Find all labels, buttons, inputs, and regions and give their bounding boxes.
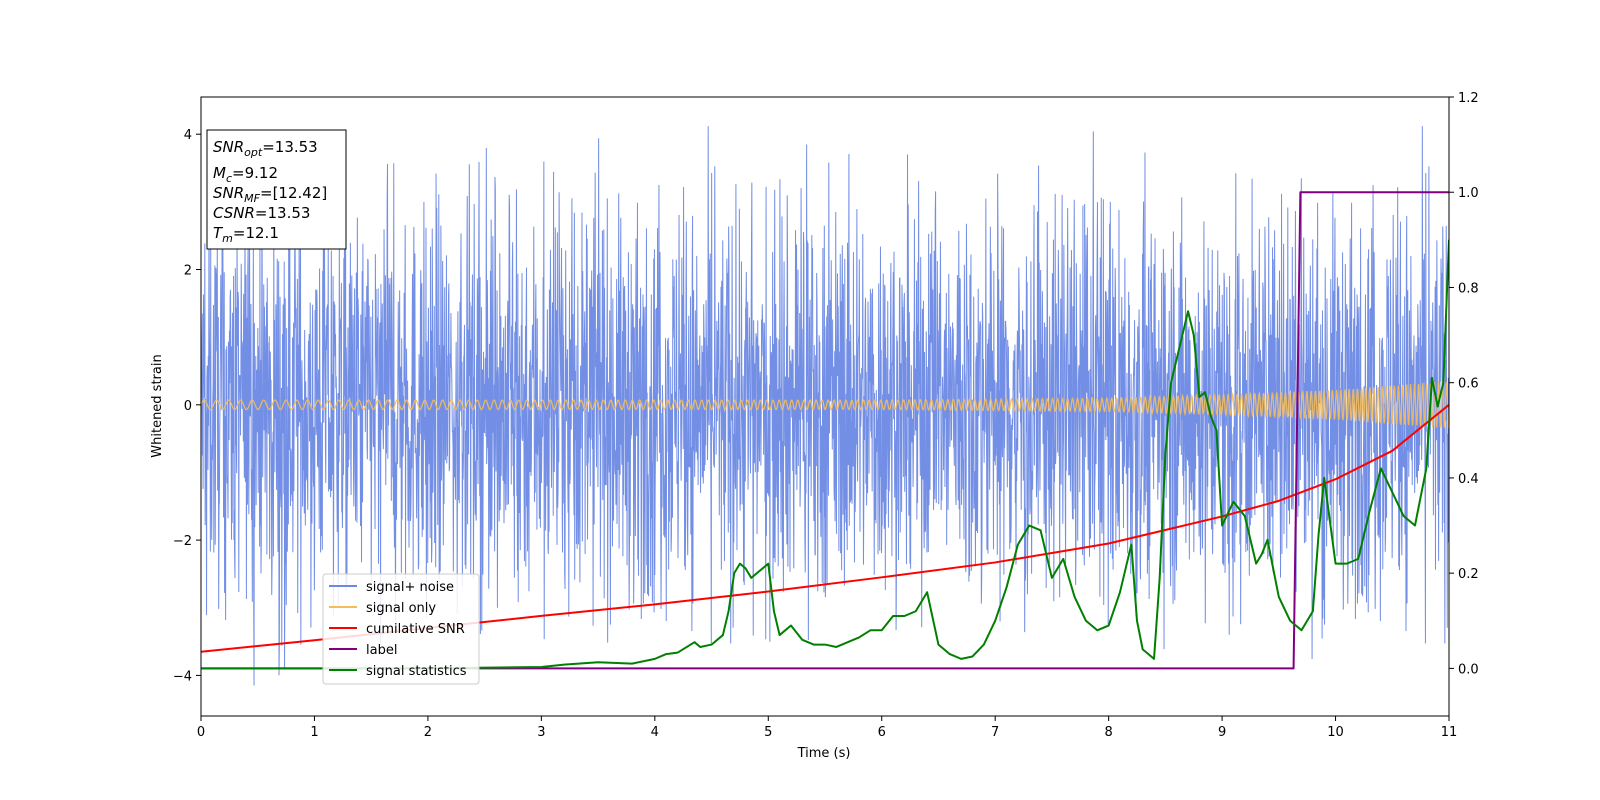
y-tick-label: 4 xyxy=(184,128,192,143)
series-line-stats xyxy=(201,239,1449,670)
y-tick-label: −4 xyxy=(173,669,192,684)
info-tm: Tm=12.1 xyxy=(213,224,279,245)
legend: signal+ noise signal only cumilative SNR… xyxy=(322,573,480,685)
info-snr-mf: SNRMF=[12.42] xyxy=(213,184,327,205)
y-right-tick-label: 0.6 xyxy=(1458,377,1479,392)
legend-label-noise: signal+ noise xyxy=(366,580,454,595)
legend-label-signal: signal only xyxy=(366,601,436,616)
x-tick-label: 1 xyxy=(310,725,318,740)
series-line-noise xyxy=(201,126,1449,686)
series-line-label xyxy=(201,191,1449,670)
y-right-tick-label: 0.8 xyxy=(1458,281,1479,296)
y-right-tick-label: 1.0 xyxy=(1458,186,1479,201)
legend-label-stats: signal statistics xyxy=(366,664,467,679)
series-line-signal xyxy=(201,380,1449,429)
y-right-tick-label: 0.2 xyxy=(1458,567,1479,582)
info-box: SNRopt=13.53 Mc=9.12 SNRMF=[12.42] CSNR=… xyxy=(206,129,347,250)
plot-frame xyxy=(200,96,1450,717)
y-right-tick-label: 1.2 xyxy=(1458,91,1479,106)
info-snr-opt: SNRopt=13.53 xyxy=(213,138,318,159)
x-tick-label: 0 xyxy=(197,725,205,740)
y-right-tick-label: 0.4 xyxy=(1458,472,1479,487)
info-mc: Mc=9.12 xyxy=(213,164,278,185)
info-csnr: CSNR=13.53 xyxy=(213,204,310,222)
axes: 0 1 2 3 4 5 6 7 8 9 10 11 −4 −2 0 2 4 0.0 0.2 0.4 0.6 0.8 1.0 1… xyxy=(173,91,1479,740)
x-tick-label: 6 xyxy=(878,725,886,740)
y-tick-label: 0 xyxy=(184,399,192,414)
legend-label-label: label xyxy=(366,643,397,658)
x-tick-label: 8 xyxy=(1104,725,1112,740)
x-axis-label: Time (s) xyxy=(797,746,851,761)
x-tick-label: 9 xyxy=(1218,725,1226,740)
x-tick-label: 10 xyxy=(1327,725,1344,740)
x-tick-label: 7 xyxy=(991,725,999,740)
y-axis-label: Whitened strain xyxy=(150,354,165,457)
x-tick-label: 4 xyxy=(651,725,659,740)
legend-label-csnr: cumilative SNR xyxy=(366,622,465,637)
y-tick-label: 2 xyxy=(184,264,192,279)
x-tick-label: 11 xyxy=(1441,725,1458,740)
y-tick-label: −2 xyxy=(173,534,192,549)
x-tick-label: 5 xyxy=(764,725,772,740)
x-tick-label: 2 xyxy=(424,725,432,740)
x-tick-label: 3 xyxy=(537,725,545,740)
y-right-tick-label: 0.0 xyxy=(1458,662,1479,677)
